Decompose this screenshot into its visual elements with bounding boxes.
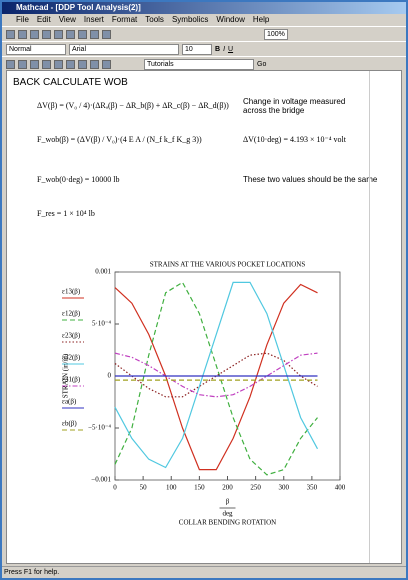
heading: BACK CALCULATE WOB (13, 77, 128, 88)
legend-label: εb(β) (62, 420, 77, 428)
x-tick-label: 350 (307, 484, 318, 492)
legend-label: εa(β) (62, 398, 77, 406)
title-bar: Mathcad - [DDP Tool Analysis(2)] (2, 2, 406, 14)
menu-bar: File Edit View Insert Format Tools Symbolics Wi… (2, 14, 406, 26)
series-line (114, 283, 318, 471)
greek-button[interactable] (90, 59, 99, 69)
calculus-button[interactable] (54, 59, 63, 69)
menu-item[interactable]: Edit (36, 15, 51, 24)
menu-item[interactable]: Symbolics (171, 15, 209, 24)
equation: ΔV(β) = (V₀ / 4)·(ΔRₐ(β) − ΔR_b(β) + ΔR_… (37, 101, 229, 110)
redo-button[interactable] (102, 29, 111, 39)
worksheet: BACK CALCULATE WOB ΔV(β) = (V₀ / 4)·(ΔRₐ… (6, 70, 402, 564)
symbolic-button[interactable] (102, 59, 111, 69)
equation: F_wob(0·deg) = 10000 lb (37, 175, 120, 184)
menu-item[interactable]: Tools (145, 15, 164, 24)
x-tick-label: 150 (194, 484, 205, 492)
open-button[interactable] (18, 29, 27, 39)
legend-label: ε13(β) (62, 288, 81, 296)
menu-item[interactable]: File (16, 15, 29, 24)
boolean-button[interactable] (66, 59, 75, 69)
matrix-button[interactable] (30, 59, 39, 69)
x-tick-label: 250 (250, 484, 261, 492)
y-tick-label: 0 (108, 372, 112, 380)
legend-label: ε12(β) (62, 310, 81, 318)
x-axis-label: COLLAR BENDING ROTATION (179, 519, 276, 527)
x-tick-label: 0 (113, 484, 117, 492)
undo-button[interactable] (90, 29, 99, 39)
x-unit: deg (222, 510, 233, 518)
y-tick-label: 5·10⁻⁴ (92, 320, 112, 328)
go-button[interactable]: Go (257, 60, 267, 68)
calculator-button[interactable] (6, 59, 15, 69)
new-button[interactable] (6, 29, 15, 39)
save-button[interactable] (30, 29, 39, 39)
equation: F_wob(β) = (ΔV(β) / V₀)·(4 E A / (N_f k_… (37, 135, 202, 144)
x-variable: β (226, 498, 230, 506)
legend-label: ε32(β) (62, 354, 81, 362)
page-margin (369, 71, 370, 563)
menu-item[interactable]: Help (252, 15, 270, 24)
note: Change in voltage measured across the br… (243, 97, 346, 115)
menu-item[interactable]: View (58, 15, 76, 24)
series-line (114, 281, 319, 469)
legend-label: ε23(β) (62, 332, 81, 340)
status-bar: Press F1 for help. (2, 566, 406, 578)
result: ΔV(10·deg) = 4.193 × 10⁻⁴ volt (243, 135, 346, 144)
x-tick-label: 200 (222, 484, 233, 492)
graph-button[interactable] (18, 59, 27, 69)
evaluation-button[interactable] (42, 59, 51, 69)
x-tick-label: 50 (140, 484, 148, 492)
math-toolbar: Tutorials Go (2, 56, 406, 71)
series-line (114, 281, 318, 476)
font-select[interactable]: Arial (69, 43, 179, 55)
chart-title: STRAINS AT THE VARIOUS POCKET LOCATIONS (150, 261, 306, 269)
y-tick-label: 0.001 (95, 268, 111, 276)
underline-button[interactable]: U (228, 45, 234, 53)
italic-button[interactable]: I (223, 45, 226, 53)
bold-button[interactable]: B (215, 45, 221, 53)
programming-button[interactable] (78, 59, 87, 69)
x-tick-label: 300 (279, 484, 290, 492)
y-axis-label: STRAIN (in/in) (62, 353, 70, 398)
y-tick-label: −0.001 (91, 476, 111, 484)
y-tick-label: −5·10⁻⁴ (88, 424, 111, 432)
standard-toolbar: 100% (2, 26, 406, 41)
menu-item[interactable]: Insert (83, 15, 104, 24)
format-toolbar: Normal Arial 10 B I U (2, 41, 406, 56)
x-tick-label: 100 (166, 484, 177, 492)
cut-button[interactable] (54, 29, 63, 39)
size-select[interactable]: 10 (182, 43, 212, 55)
print-button[interactable] (42, 29, 51, 39)
resources-select[interactable]: Tutorials (144, 58, 254, 70)
note: These two values should be the same (243, 175, 378, 184)
series-line (114, 352, 318, 398)
x-tick-label: 400 (335, 484, 346, 492)
copy-button[interactable] (66, 29, 75, 39)
zoom-select[interactable]: 100% (264, 28, 288, 40)
legend-label: ε31(β) (62, 376, 81, 384)
paste-button[interactable] (78, 29, 87, 39)
menu-item[interactable]: Window (216, 15, 245, 24)
equation: F_res = 1 × 10⁴ lb (37, 209, 95, 218)
style-select[interactable]: Normal (6, 43, 66, 55)
menu-item[interactable]: Format (111, 15, 138, 24)
